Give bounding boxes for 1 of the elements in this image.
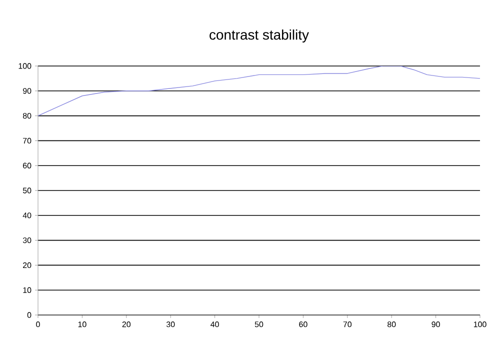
chart-title: contrast stability: [210, 29, 309, 42]
